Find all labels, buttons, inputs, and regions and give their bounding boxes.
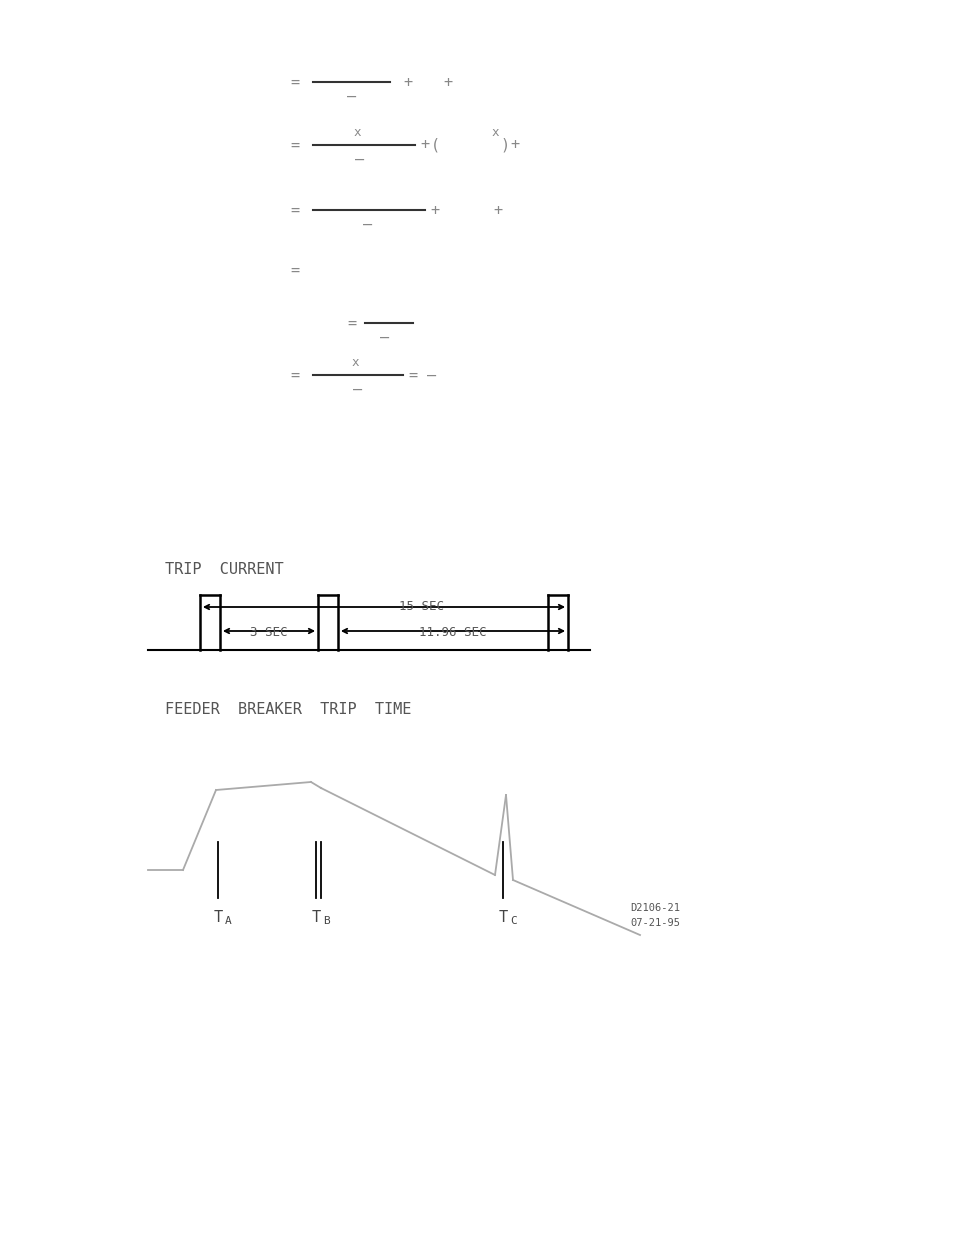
Text: =: =: [347, 315, 356, 331]
Text: +: +: [420, 137, 429, 152]
Text: ): ): [500, 137, 509, 152]
Text: 07-21-95: 07-21-95: [629, 918, 679, 927]
Text: FEEDER  BREAKER  TRIP  TIME: FEEDER BREAKER TRIP TIME: [165, 703, 411, 718]
Text: –: –: [380, 330, 389, 345]
Text: x: x: [351, 356, 358, 368]
Text: –: –: [363, 216, 373, 231]
Text: =: =: [290, 74, 299, 89]
Text: x: x: [491, 126, 498, 138]
Text: T: T: [312, 910, 321, 925]
Text: +: +: [430, 203, 439, 217]
Text: B: B: [323, 916, 330, 926]
Text: T: T: [498, 910, 508, 925]
Text: C: C: [510, 916, 517, 926]
Text: +: +: [403, 74, 412, 89]
Text: TRIP  CURRENT: TRIP CURRENT: [165, 562, 283, 578]
Text: =: =: [290, 203, 299, 217]
Text: =: =: [290, 263, 299, 278]
Text: (: (: [430, 137, 439, 152]
Text: +: +: [443, 74, 452, 89]
Text: 3 SEC: 3 SEC: [250, 626, 288, 640]
Text: 15 SEC: 15 SEC: [398, 599, 443, 613]
Text: –: –: [427, 368, 436, 383]
Text: –: –: [347, 89, 356, 104]
Text: x: x: [353, 126, 360, 138]
Text: A: A: [225, 916, 232, 926]
Text: =: =: [290, 137, 299, 152]
Text: –: –: [355, 152, 364, 167]
Text: –: –: [353, 382, 362, 396]
Text: T: T: [213, 910, 223, 925]
Text: 11.96 SEC: 11.96 SEC: [418, 626, 486, 640]
Text: +: +: [510, 137, 519, 152]
Text: =: =: [408, 368, 417, 383]
Text: +: +: [493, 203, 502, 217]
Text: =: =: [290, 368, 299, 383]
Text: D2106-21: D2106-21: [629, 903, 679, 913]
